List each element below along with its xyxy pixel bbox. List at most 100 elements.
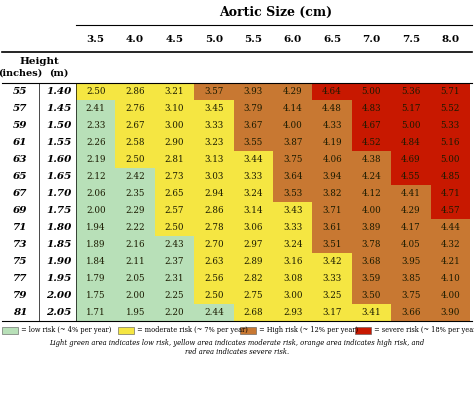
- Bar: [115, 202, 155, 219]
- Bar: [430, 168, 470, 185]
- Text: 3.68: 3.68: [362, 257, 381, 266]
- Bar: [273, 236, 312, 253]
- Bar: [312, 236, 352, 253]
- Text: 3.33: 3.33: [204, 121, 224, 130]
- Bar: [234, 134, 273, 151]
- Text: 7.5: 7.5: [402, 35, 420, 45]
- Text: 3.75: 3.75: [401, 291, 420, 300]
- Bar: [391, 202, 430, 219]
- Bar: [391, 134, 430, 151]
- Bar: [115, 83, 155, 100]
- Bar: [430, 270, 470, 287]
- Bar: [352, 219, 391, 236]
- Bar: [155, 270, 194, 287]
- Text: 5.0: 5.0: [205, 35, 223, 45]
- Bar: [234, 219, 273, 236]
- Bar: [115, 253, 155, 270]
- Text: 67: 67: [13, 189, 27, 198]
- Text: (inches): (inches): [0, 69, 42, 77]
- Bar: [115, 117, 155, 134]
- Text: 55: 55: [13, 87, 27, 96]
- Bar: [194, 236, 234, 253]
- Bar: [352, 236, 391, 253]
- Text: 5.00: 5.00: [362, 87, 381, 96]
- Text: 3.87: 3.87: [283, 138, 302, 147]
- Text: 4.29: 4.29: [283, 87, 302, 96]
- Text: 2.86: 2.86: [204, 206, 224, 215]
- Bar: [155, 219, 194, 236]
- Text: Aortic Size (cm): Aortic Size (cm): [219, 5, 333, 18]
- Bar: [391, 185, 430, 202]
- Text: 4.71: 4.71: [440, 189, 460, 198]
- Text: 4.84: 4.84: [401, 138, 421, 147]
- Text: 3.94: 3.94: [322, 172, 342, 181]
- Bar: [391, 236, 430, 253]
- Bar: [352, 168, 391, 185]
- Text: 3.5: 3.5: [87, 35, 105, 45]
- Text: 2.31: 2.31: [165, 274, 184, 283]
- Text: 4.00: 4.00: [283, 121, 302, 130]
- Text: 4.19: 4.19: [322, 138, 342, 147]
- Bar: [352, 270, 391, 287]
- Text: 5.00: 5.00: [401, 121, 420, 130]
- Text: 4.0: 4.0: [126, 35, 144, 45]
- Text: 2.35: 2.35: [126, 189, 145, 198]
- Text: 3.57: 3.57: [204, 87, 224, 96]
- Bar: [115, 304, 155, 321]
- Text: 3.41: 3.41: [362, 308, 381, 317]
- Bar: [155, 185, 194, 202]
- Text: 1.90: 1.90: [46, 257, 72, 266]
- Text: 2.67: 2.67: [125, 121, 145, 130]
- Text: 2.82: 2.82: [244, 274, 263, 283]
- Text: 3.10: 3.10: [165, 104, 184, 113]
- Bar: [273, 219, 312, 236]
- Text: 2.44: 2.44: [204, 308, 224, 317]
- Text: 3.55: 3.55: [244, 138, 263, 147]
- Text: 1.50: 1.50: [46, 121, 72, 130]
- Text: 6.0: 6.0: [283, 35, 302, 45]
- Bar: [312, 185, 352, 202]
- Text: 1.71: 1.71: [86, 308, 106, 317]
- Bar: [430, 287, 470, 304]
- Bar: [155, 168, 194, 185]
- Text: 3.50: 3.50: [362, 291, 381, 300]
- Text: 2.90: 2.90: [165, 138, 184, 147]
- Bar: [273, 202, 312, 219]
- Bar: [352, 83, 391, 100]
- Text: 2.68: 2.68: [244, 308, 263, 317]
- Text: 4.00: 4.00: [440, 291, 460, 300]
- Text: 2.93: 2.93: [283, 308, 302, 317]
- Text: 3.66: 3.66: [401, 308, 420, 317]
- Bar: [273, 253, 312, 270]
- Bar: [155, 117, 194, 134]
- Text: 3.44: 3.44: [244, 155, 263, 164]
- Bar: [115, 185, 155, 202]
- Text: 4.29: 4.29: [401, 206, 421, 215]
- Text: 4.24: 4.24: [362, 172, 382, 181]
- Bar: [430, 117, 470, 134]
- Text: 1.85: 1.85: [46, 240, 72, 249]
- Text: 4.83: 4.83: [362, 104, 381, 113]
- Bar: [273, 134, 312, 151]
- Text: 2.16: 2.16: [125, 240, 145, 249]
- Bar: [76, 83, 115, 100]
- Text: 2.81: 2.81: [164, 155, 184, 164]
- Text: 2.37: 2.37: [165, 257, 184, 266]
- Text: 2.57: 2.57: [165, 206, 184, 215]
- Text: 4.05: 4.05: [401, 240, 421, 249]
- Bar: [76, 304, 115, 321]
- Text: 3.79: 3.79: [244, 104, 263, 113]
- Text: 2.05: 2.05: [125, 274, 145, 283]
- Text: 2.63: 2.63: [204, 257, 224, 266]
- Bar: [430, 134, 470, 151]
- Text: 1.89: 1.89: [86, 240, 105, 249]
- Text: 3.03: 3.03: [204, 172, 224, 181]
- Bar: [312, 151, 352, 168]
- Text: 71: 71: [13, 223, 27, 232]
- Bar: [352, 185, 391, 202]
- Text: 4.10: 4.10: [440, 274, 460, 283]
- Bar: [352, 134, 391, 151]
- Bar: [312, 219, 352, 236]
- Bar: [115, 287, 155, 304]
- Bar: [115, 168, 155, 185]
